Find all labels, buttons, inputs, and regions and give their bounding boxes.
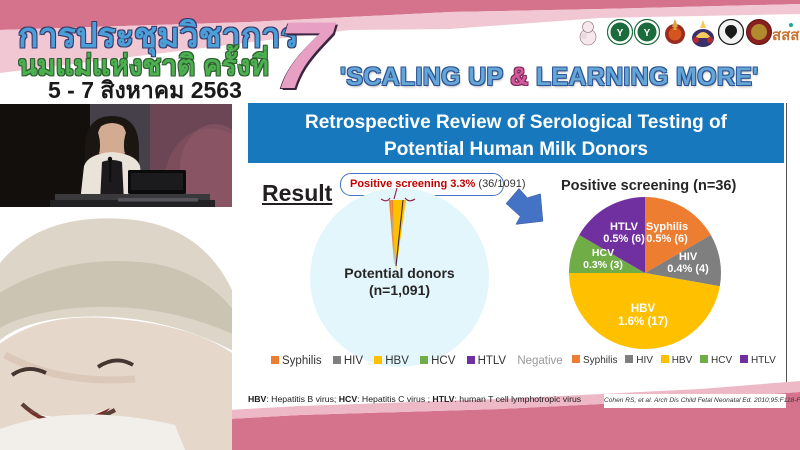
svg-text:0.3% (3): 0.3% (3): [583, 259, 623, 271]
svg-text:0.5% (6): 0.5% (6): [603, 233, 645, 245]
svg-text:HTLV: HTLV: [610, 221, 639, 233]
svg-text:HCV: HCV: [592, 247, 614, 259]
svg-text:1.6% (17): 1.6% (17): [618, 316, 668, 328]
svg-text:HIV: HIV: [679, 251, 698, 263]
svg-text:0.5% (6): 0.5% (6): [646, 233, 688, 245]
svg-text:0.4% (4): 0.4% (4): [667, 263, 709, 275]
svg-text:Syphilis: Syphilis: [646, 221, 688, 233]
svg-text:HBV: HBV: [631, 303, 656, 315]
